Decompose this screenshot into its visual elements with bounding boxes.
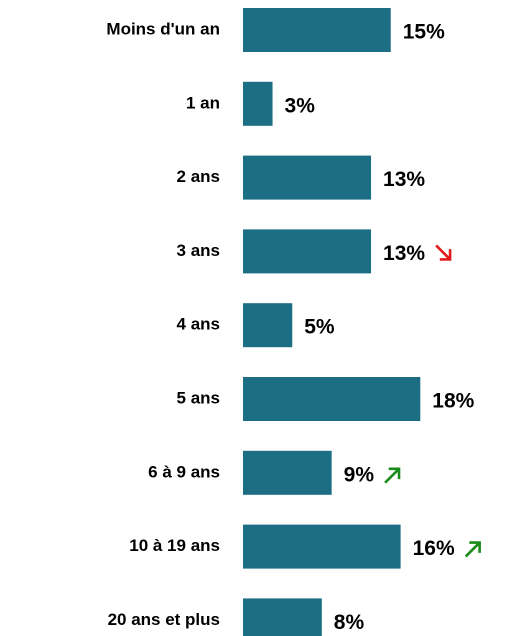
category-label: 2 ans [177,167,220,186]
value-label: 5% [304,316,335,339]
bar [243,450,332,495]
value-label: 15% [403,21,445,44]
value-label: 16% [413,537,455,560]
value-label: 18% [432,390,474,413]
bar [243,229,372,274]
bar [243,524,401,569]
bar [243,8,391,52]
bar [243,598,322,636]
trend-arrow [384,467,401,484]
category-label: 1 an [186,93,220,112]
category-label: 4 ans [177,315,220,334]
value-label: 8% [334,611,365,634]
value-label: 13% [383,242,425,265]
bar [243,155,372,200]
value-label: 9% [344,463,375,486]
trend-arrow [435,244,452,261]
trend-arrow [464,541,481,558]
category-label: Moins d'un an [106,19,220,38]
category-label: 5 ans [177,388,220,407]
bar [243,81,273,126]
category-label: 10 à 19 ans [129,536,220,555]
value-label: 3% [285,94,316,117]
category-label: 6 à 9 ans [148,462,220,481]
value-label: 13% [383,168,425,191]
bar [243,377,421,421]
category-label: 3 ans [177,241,220,260]
category-label: 20 ans et plus [108,610,220,629]
bar [243,303,293,348]
